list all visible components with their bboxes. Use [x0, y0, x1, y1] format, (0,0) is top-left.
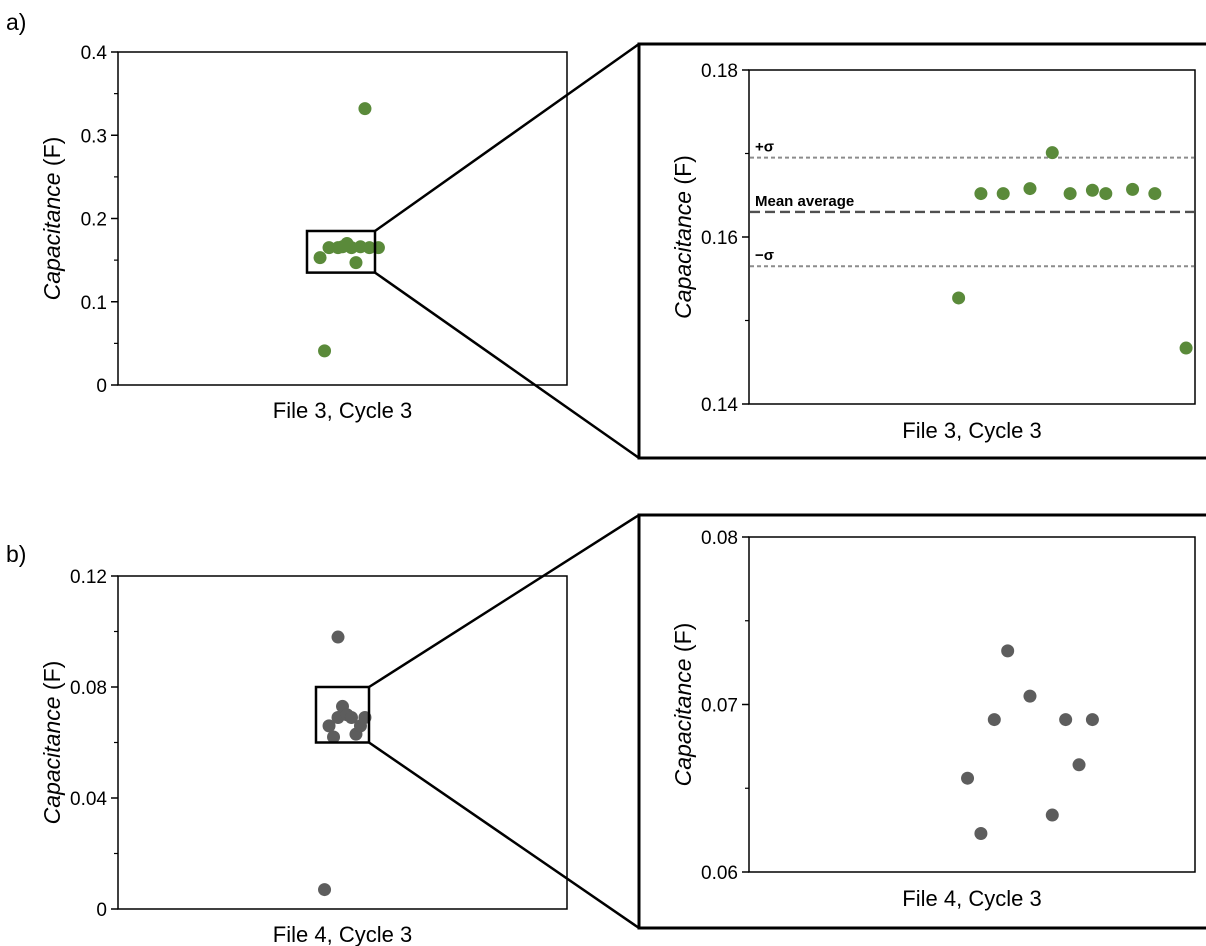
y-axis-label-name: Capacitance	[39, 172, 65, 300]
y-tick-label: 0.18	[701, 61, 738, 82]
plot-a-main: 0 0.1 0.2 0.3 0.4 File 3, Cycle 3 Capacitance …	[39, 42, 640, 460]
data-point	[318, 883, 332, 897]
y-axis-label-name: Capacitance	[670, 658, 696, 786]
zoom-connector-line	[368, 513, 640, 689]
data-point	[1063, 187, 1077, 201]
y-tick-label: 0.4	[81, 43, 108, 64]
data-point	[952, 291, 966, 305]
data-point	[996, 187, 1010, 201]
data-point	[327, 730, 341, 744]
zoom-connector-line	[374, 42, 640, 233]
data-point	[358, 102, 372, 116]
y-tick-label: 0.14	[701, 395, 738, 416]
zoom-inset-frame	[637, 42, 1206, 460]
reference-line-label: −σ	[755, 247, 774, 264]
y-axis-label-unit: (F)	[39, 661, 65, 697]
y-tick-label: 0.2	[81, 210, 107, 231]
y-axis-label-unit: (F)	[670, 155, 696, 191]
y-axis-label: Capacitance (F)	[670, 155, 696, 319]
zoom-connector-line	[368, 741, 640, 930]
x-axis-label: File 3, Cycle 3	[902, 418, 1041, 443]
plot-frame	[117, 51, 568, 386]
y-axis-label: Capacitance (F)	[670, 623, 696, 787]
plot-b-main: 0 0.04 0.08 0.12 File 4, Cycle 3 Capacitance …	[39, 513, 640, 946]
data-point	[1072, 758, 1086, 772]
y-tick-label: 0	[96, 376, 107, 397]
data-point	[313, 251, 327, 265]
reference-line-label: Mean average	[755, 193, 854, 210]
plot-a-zoom: 0.14 0.16 0.18 File 3, Cycle 3 Capacitance (…	[670, 61, 1196, 443]
data-point	[1045, 808, 1059, 822]
y-axis-label-name: Capacitance	[670, 191, 696, 319]
data-point	[1085, 183, 1099, 197]
x-axis-label: File 4, Cycle 3	[902, 886, 1041, 911]
data-point	[322, 719, 336, 733]
y-tick-label: 0.07	[701, 696, 738, 717]
panel-label: a)	[6, 9, 26, 35]
x-axis-label: File 4, Cycle 3	[273, 922, 412, 946]
x-axis-label: File 3, Cycle 3	[273, 398, 412, 423]
data-point	[1023, 182, 1037, 196]
data-point	[1148, 187, 1162, 201]
data-point	[322, 241, 336, 255]
y-tick-label: 0.16	[701, 228, 738, 249]
zoom-inset-frame	[637, 513, 1206, 930]
data-point	[974, 187, 988, 201]
data-point	[974, 826, 988, 840]
data-point	[1126, 182, 1140, 196]
data-point	[1085, 713, 1099, 727]
plot-b-zoom: 0.06 0.07 0.08 File 4, Cycle 3 Capacitance (…	[670, 528, 1196, 911]
data-point	[362, 241, 376, 255]
data-point	[331, 630, 345, 644]
data-point	[1023, 689, 1037, 703]
data-point	[1059, 713, 1073, 727]
y-axis-label-name: Capacitance	[39, 696, 65, 824]
data-point	[987, 713, 1001, 727]
y-tick-label: 0.04	[70, 789, 107, 810]
y-tick-label: 0.08	[70, 678, 107, 699]
plot-frame	[748, 536, 1196, 873]
y-axis-label-unit: (F)	[670, 623, 696, 659]
data-point	[1001, 644, 1015, 658]
reference-line-label: +σ	[755, 139, 774, 156]
y-axis-label: Capacitance (F)	[39, 137, 65, 301]
data-point	[318, 344, 332, 358]
y-axis-label: Capacitance (F)	[39, 661, 65, 825]
y-tick-label: 0.1	[81, 293, 107, 314]
y-tick-label: 0.06	[701, 863, 738, 884]
y-tick-label: 0.12	[70, 567, 107, 588]
plot-frame	[748, 69, 1196, 405]
zoom-region-box	[305, 229, 377, 274]
data-point	[340, 236, 354, 250]
y-axis-label-unit: (F)	[39, 137, 65, 173]
y-tick-label: 0	[96, 900, 107, 921]
data-point	[344, 711, 358, 725]
data-point	[1099, 187, 1113, 201]
data-point	[961, 771, 975, 785]
data-point	[1045, 146, 1059, 160]
zoom-connector-line	[374, 271, 640, 460]
data-point	[349, 256, 363, 270]
zoom-region-box	[314, 685, 371, 744]
data-point	[1179, 341, 1193, 355]
y-tick-label: 0.3	[81, 126, 107, 147]
y-tick-label: 0.08	[701, 528, 738, 549]
panel-label: b)	[6, 541, 26, 567]
